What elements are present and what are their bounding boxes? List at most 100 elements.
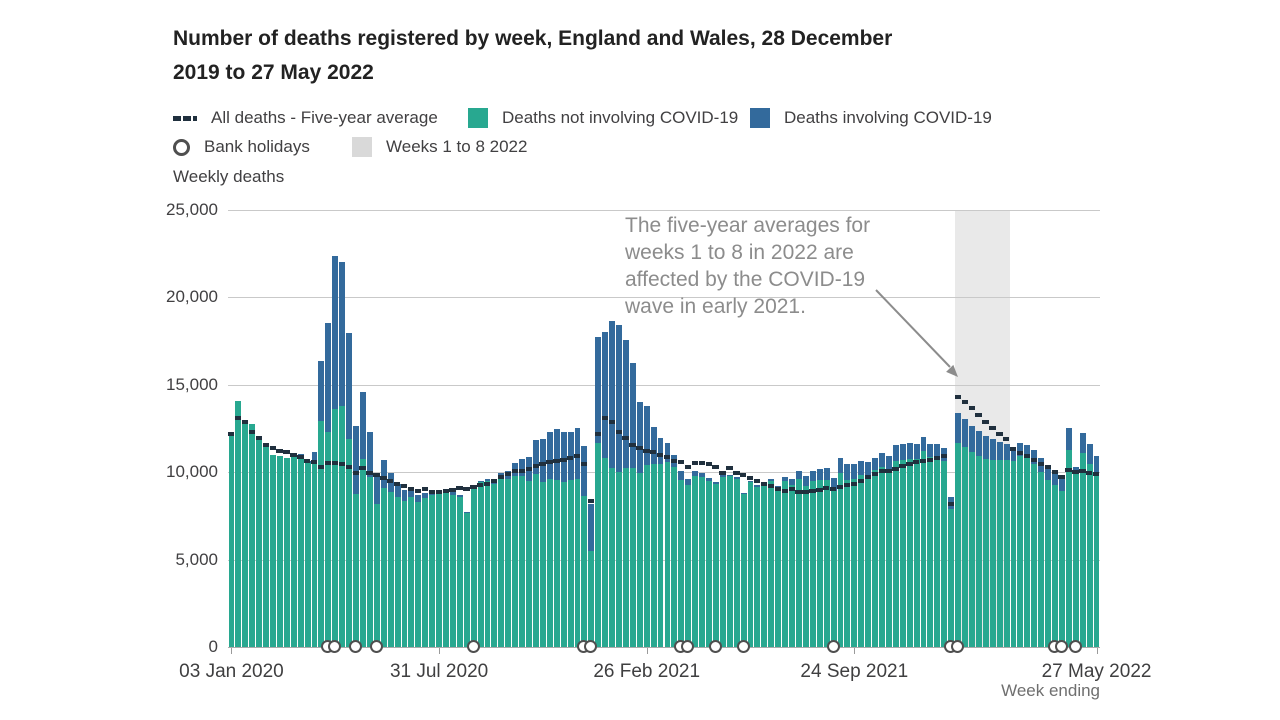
five-year-average-dash-week-79 <box>767 484 775 489</box>
bar-non-covid-week-96 <box>885 469 892 647</box>
bar-non-covid-week-36 <box>470 487 477 647</box>
bar-non-covid-week-59 <box>629 467 636 647</box>
five-year-average-dash-week-63 <box>657 453 664 458</box>
five-year-average-dash-week-52 <box>580 462 588 467</box>
bar-non-covid-week-58 <box>622 468 629 647</box>
five-year-average-dash-week-119 <box>1044 465 1051 470</box>
chart-title: Number of deaths registered by week, Eng… <box>173 22 1033 90</box>
bar-non-covid-week-5 <box>256 439 263 647</box>
five-year-average-dash-week-29 <box>421 487 429 492</box>
bar-covid-week-121 <box>1058 477 1065 492</box>
five-year-average-dash-week-8 <box>276 448 283 453</box>
bar-covid-week-17 <box>339 262 346 407</box>
bar-non-covid-week-34 <box>456 497 463 647</box>
bar-covid-week-43 <box>519 459 526 477</box>
five-year-average-dash-week-25 <box>394 482 401 487</box>
plot-area: 0 5,000 10,000 15,000 20,000 25,000 03 Jan 202… <box>166 200 1151 682</box>
bank-holiday-marker-week-36 <box>466 640 480 653</box>
bar-covid-week-109 <box>975 431 982 456</box>
five-year-average-dash-week-91 <box>850 481 858 486</box>
bar-covid-week-120 <box>1052 470 1058 485</box>
bar-non-covid-week-57 <box>616 471 622 647</box>
legend-item-five-year-average: All deaths - Five-year average <box>173 108 438 128</box>
legend-label-covid: Deaths involving COVID-19 <box>784 108 992 127</box>
bar-covid-week-83 <box>795 470 802 479</box>
five-year-average-dash-week-1 <box>228 431 235 436</box>
five-year-average-dash-week-16 <box>331 461 339 466</box>
bar-covid-week-95 <box>879 453 885 467</box>
five-year-average-dash-week-87 <box>823 486 830 491</box>
x-tick-label: 24 Sep 2021 <box>800 661 909 682</box>
bar-covid-week-29 <box>422 492 429 498</box>
bar-non-covid-week-80 <box>775 489 782 647</box>
gridline-5000 <box>228 559 1100 561</box>
bar-covid-week-52 <box>581 445 588 497</box>
annotation-text: The five-year averages for weeks 1 to 8 … <box>625 214 871 318</box>
bar-non-covid-week-108 <box>969 452 975 647</box>
five-year-average-dash-week-93 <box>864 475 871 480</box>
bar-non-covid-week-109 <box>975 455 982 647</box>
bar-non-covid-week-16 <box>332 409 339 647</box>
bar-non-covid-week-83 <box>795 478 802 647</box>
legend-swatch-weeks-band <box>352 137 372 157</box>
five-year-average-dash-week-15 <box>324 461 332 466</box>
bar-covid-week-112 <box>996 441 1003 460</box>
bar-covid-week-20 <box>359 392 366 459</box>
bar-covid-week-23 <box>380 459 387 488</box>
bar-non-covid-week-27 <box>408 496 415 647</box>
five-year-average-dash-week-111 <box>989 426 996 431</box>
bar-non-covid-week-122 <box>1065 450 1072 647</box>
five-year-average-dash-week-56 <box>608 419 615 424</box>
five-year-average-dash-week-106 <box>954 395 961 400</box>
bar-non-covid-week-95 <box>879 466 885 647</box>
bank-holiday-marker-week-19 <box>349 640 363 653</box>
x-tick-label: 26 Feb 2021 <box>593 661 701 682</box>
bar-covid-week-116 <box>1024 445 1031 459</box>
bar-non-covid-week-45 <box>533 474 539 647</box>
bar-non-covid-week-89 <box>837 472 844 647</box>
five-year-average-dash-week-11 <box>297 454 304 459</box>
bar-covid-week-14 <box>318 360 325 422</box>
five-year-average-dash-week-35 <box>463 487 470 492</box>
bank-holiday-marker-week-106 <box>951 640 965 653</box>
bank-holiday-marker-week-22 <box>369 640 383 653</box>
five-year-average-dash-week-38 <box>484 481 491 486</box>
bar-covid-week-86 <box>816 469 823 480</box>
five-year-average-dash-week-14 <box>317 464 325 469</box>
bar-covid-week-25 <box>394 483 401 498</box>
five-year-average-dash-week-39 <box>490 478 498 483</box>
bar-non-covid-week-64 <box>664 462 671 647</box>
bar-non-covid-week-88 <box>830 490 837 647</box>
bar-non-covid-week-2 <box>235 401 242 647</box>
bar-covid-week-38 <box>484 478 491 481</box>
five-year-average-dash-week-36 <box>470 484 477 489</box>
y-axis-title: Weekly deaths <box>173 167 285 186</box>
x-tick-label: 27 May 2022 <box>1041 661 1152 682</box>
bar-non-covid-week-70 <box>706 480 712 647</box>
bar-covid-week-81 <box>782 476 789 481</box>
bar-non-covid-week-47 <box>546 479 553 647</box>
five-year-average-dash-week-9 <box>283 449 290 454</box>
five-year-average-dash-week-122 <box>1065 467 1072 472</box>
bar-non-covid-week-52 <box>581 496 588 647</box>
bar-non-covid-week-118 <box>1038 472 1045 647</box>
five-year-average-dash-week-116 <box>1023 454 1031 459</box>
bar-covid-week-93 <box>865 462 872 475</box>
bar-non-covid-week-120 <box>1052 484 1058 647</box>
y-tick-label-20000: 20,000 <box>166 287 218 307</box>
bar-covid-week-126 <box>1093 455 1100 474</box>
bar-covid-week-79 <box>768 478 775 482</box>
five-year-average-dash-week-24 <box>387 479 394 484</box>
five-year-average-dash-week-121 <box>1058 474 1065 479</box>
five-year-average-dash-week-17 <box>338 462 346 467</box>
bar-non-covid-week-37 <box>477 482 484 647</box>
five-year-average-dash-week-89 <box>837 484 844 489</box>
five-year-average-dash-week-82 <box>788 487 795 492</box>
bank-holiday-marker-week-53 <box>584 640 598 653</box>
bar-non-covid-week-35 <box>463 513 470 647</box>
bar-covid-week-71 <box>712 482 719 485</box>
bar-covid-week-72 <box>719 475 726 478</box>
bar-non-covid-week-7 <box>270 454 276 647</box>
five-year-average-dash-week-40 <box>497 475 505 480</box>
five-year-average-dash-week-88 <box>830 487 837 492</box>
